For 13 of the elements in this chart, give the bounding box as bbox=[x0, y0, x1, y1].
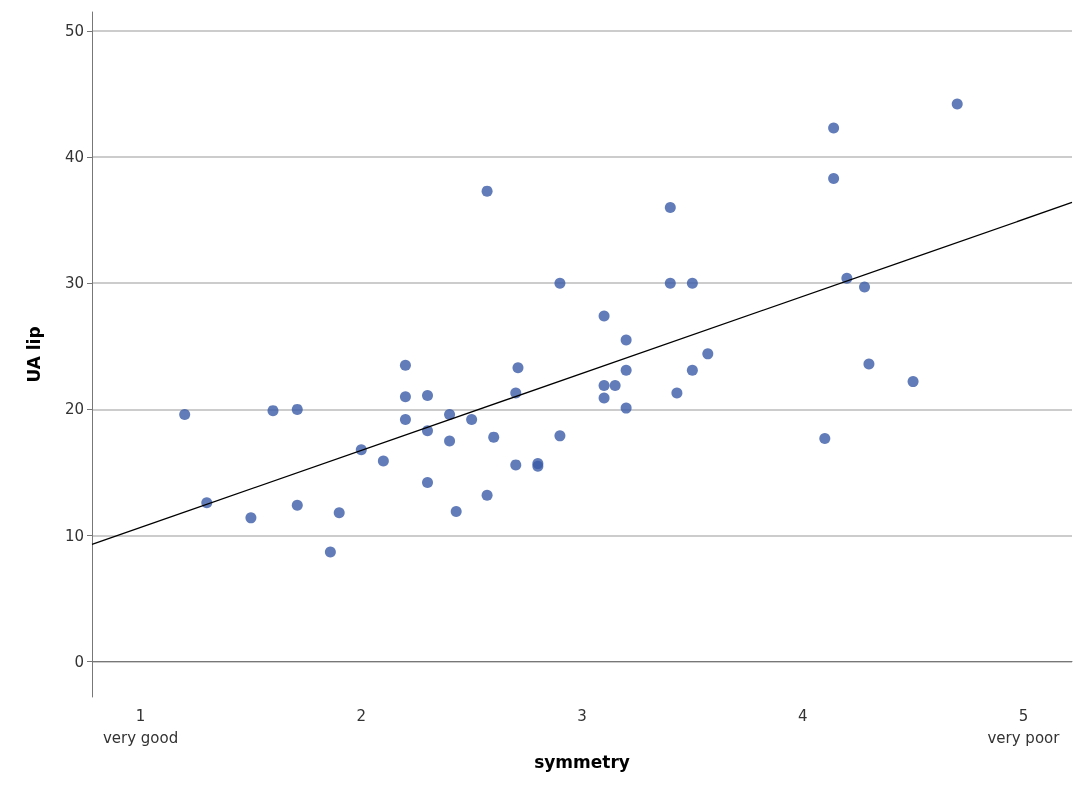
x-tick-label: 4 bbox=[797, 707, 808, 725]
x-tick-label: 5 very poor bbox=[987, 707, 1061, 747]
x-axis-title: symmetry bbox=[534, 752, 630, 773]
y-tick-label: 40 bbox=[64, 148, 84, 167]
y-tick-label: 30 bbox=[64, 274, 84, 293]
x-tick-label: 3 bbox=[577, 707, 587, 725]
y-tick-label: 50 bbox=[64, 21, 84, 40]
y-axis-title: UA lip bbox=[23, 326, 44, 383]
y-tick-label: 20 bbox=[64, 400, 84, 419]
y-tick-label: 10 bbox=[64, 526, 84, 545]
x-tick-label: 1 very good bbox=[102, 707, 179, 747]
x-tick-label: 2 bbox=[356, 707, 367, 725]
y-tick-label: 0 bbox=[74, 652, 84, 671]
